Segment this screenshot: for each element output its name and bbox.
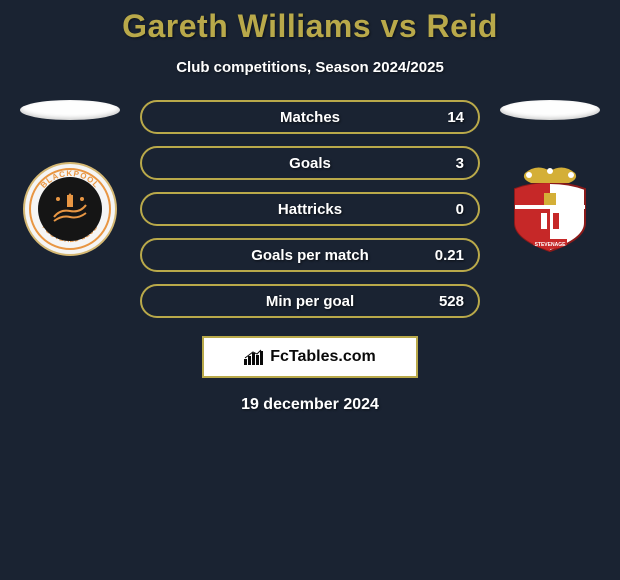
stat-label: Goals: [289, 155, 331, 172]
stat-row-gpm: Goals per match 0.21: [140, 238, 480, 272]
stat-label: Hattricks: [278, 201, 342, 218]
stat-value-right: 0.21: [435, 247, 464, 264]
page-title: Gareth Williams vs Reid: [0, 8, 620, 45]
stat-row-goals: Goals 3: [140, 146, 480, 180]
stat-value-right: 528: [439, 293, 464, 310]
svg-text:STEVENAGE: STEVENAGE: [535, 242, 567, 248]
comparison-widget: Gareth Williams vs Reid Club competition…: [0, 0, 620, 414]
stat-label: Min per goal: [266, 293, 354, 310]
right-ellipse: [500, 100, 600, 120]
stat-row-matches: Matches 14: [140, 100, 480, 134]
stat-row-hattricks: Hattricks 0: [140, 192, 480, 226]
main-row: BLACKPOOL FOOTBALL CLUB: [0, 100, 620, 318]
date-line: 19 december 2024: [0, 396, 620, 414]
brand-box[interactable]: FcTables.com: [202, 336, 418, 378]
stat-value-right: 0: [456, 201, 464, 218]
right-club-badge: STEVENAGE: [505, 162, 595, 256]
left-ellipse: [20, 100, 120, 120]
chart-icon: [244, 349, 264, 365]
right-column: STEVENAGE: [500, 100, 600, 256]
stat-row-mpg: Min per goal 528: [140, 284, 480, 318]
brand-text: FcTables.com: [270, 348, 376, 366]
stat-value-right: 3: [456, 155, 464, 172]
stat-label: Goals per match: [251, 247, 369, 264]
stat-label: Matches: [280, 109, 340, 126]
left-club-badge: BLACKPOOL FOOTBALL CLUB: [23, 162, 117, 256]
stat-value-right: 14: [447, 109, 464, 126]
stat-bars: Matches 14 Goals 3 Hattricks 0 Goals per…: [140, 100, 480, 318]
subtitle: Club competitions, Season 2024/2025: [0, 59, 620, 76]
left-column: BLACKPOOL FOOTBALL CLUB: [20, 100, 120, 256]
badge-inner: [38, 177, 102, 241]
